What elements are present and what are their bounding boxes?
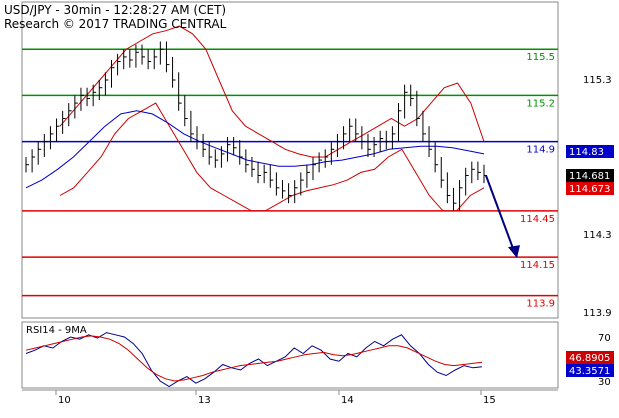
rsi-ma-line <box>25 335 483 382</box>
price-tag-resistance: 114.83 <box>566 145 614 158</box>
price-tag-support: 114.673 <box>566 182 614 195</box>
bollinger-upper-line <box>59 25 485 158</box>
price-bars <box>25 41 487 211</box>
moving-average-line <box>25 110 485 189</box>
x-tick-label: 14 <box>341 395 354 406</box>
x-tick-label: 10 <box>58 395 71 406</box>
level-label: 113.9 <box>526 299 555 310</box>
copyright-line: Research © 2017 TRADING CENTRAL <box>4 17 227 31</box>
y-tick-label: 114.3 <box>583 230 612 241</box>
level-label: 115.5 <box>526 52 555 63</box>
svg-text:114.83: 114.83 <box>569 147 604 158</box>
level-label: 114.15 <box>520 260 555 271</box>
rsi-value-tag: 43.3571 <box>566 364 614 377</box>
x-ticks <box>55 390 482 395</box>
svg-text:114.673: 114.673 <box>569 184 610 195</box>
rsi-tick-label: 70 <box>598 333 611 344</box>
level-label: 114.45 <box>520 214 555 225</box>
y-tick-label: 115.3 <box>583 75 612 86</box>
y-tick-label: 113.9 <box>583 308 612 319</box>
rsi-tick-label: 30 <box>598 377 611 388</box>
target-arrow-shaft <box>485 175 515 252</box>
target-arrow-head <box>508 245 520 259</box>
level-label: 114.9 <box>526 145 555 156</box>
rsi-title: RSI14 - 9MA <box>26 325 87 336</box>
svg-text:43.3571: 43.3571 <box>569 366 610 377</box>
svg-text:46.8905: 46.8905 <box>569 353 610 364</box>
rsi-panel <box>21 321 559 389</box>
level-label: 115.2 <box>526 98 555 109</box>
x-tick-label: 13 <box>198 395 211 406</box>
level-lines: 115.5 115.2 114.9 114.45 114.15 113.9 <box>22 48 558 310</box>
rsi-line <box>25 332 483 388</box>
price-tag-last: 114.681 <box>566 169 614 182</box>
bollinger-lower-line <box>59 102 485 212</box>
rsi-ma-tag: 46.8905 <box>566 351 614 364</box>
chart-title: USD/JPY - 30min - 12:28:27 AM (CET) <box>4 3 227 17</box>
x-tick-label: 15 <box>483 395 496 406</box>
svg-text:114.681: 114.681 <box>569 171 610 182</box>
